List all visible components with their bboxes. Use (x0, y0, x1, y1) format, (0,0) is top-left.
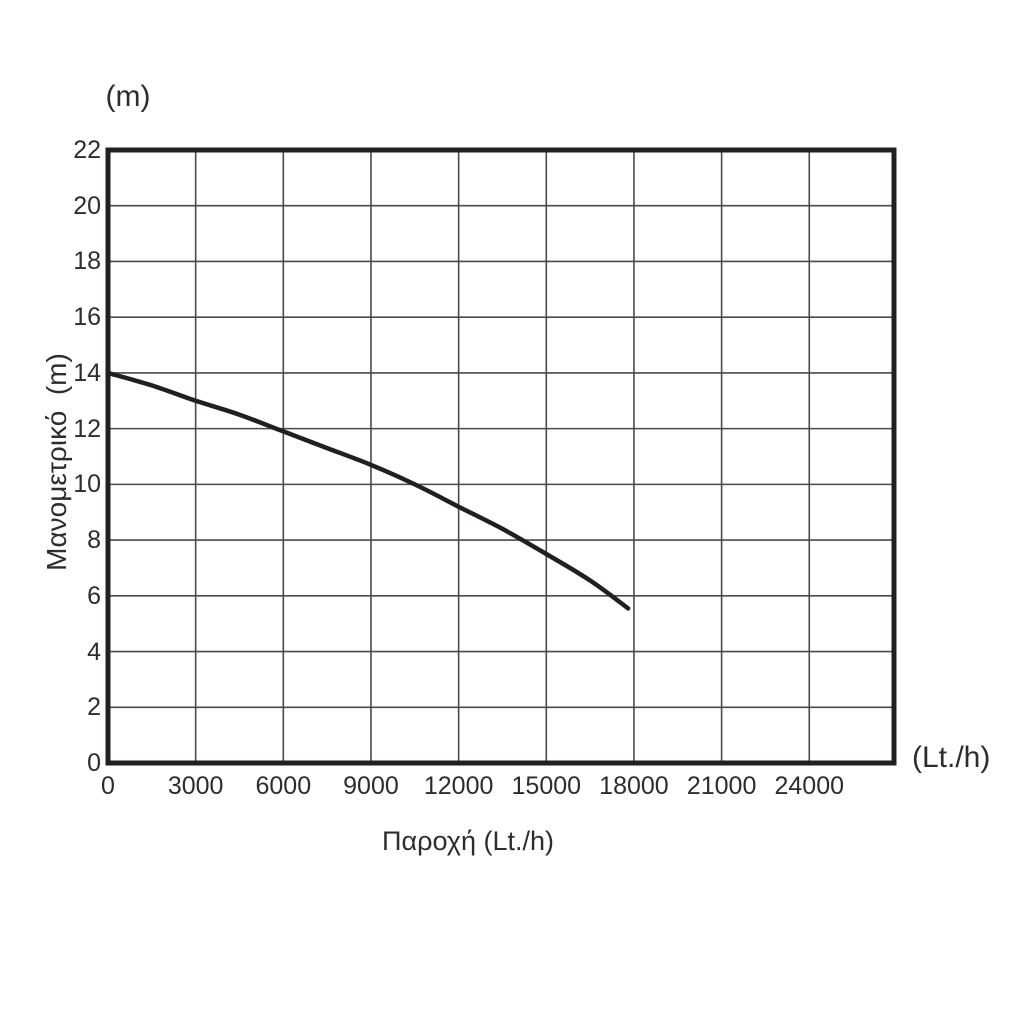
x-tick-label: 6000 (255, 772, 312, 800)
x-axis-title: Παροχή (Lt./h) (382, 826, 554, 856)
y-tick-label: 12 (73, 414, 101, 443)
x-tick-label: 12000 (423, 772, 494, 800)
y-tick-label: 14 (73, 358, 101, 387)
y-tick-label: 16 (73, 303, 101, 332)
plot-frame (105, 147, 897, 766)
y-tick-label: 18 (73, 247, 101, 276)
y-tick-label: 0 (87, 749, 101, 777)
x-tick-label: 0 (101, 772, 115, 800)
x-tick-label: 24000 (774, 772, 845, 800)
y-axis-unit-label: (m) (105, 80, 151, 113)
y-tick-label: 6 (87, 581, 101, 610)
y-tick-label: 4 (87, 637, 101, 666)
y-axis-title: Μανομετρικό (m) (41, 353, 72, 571)
y-tick-label: 10 (73, 470, 101, 499)
x-tick-label: 9000 (343, 772, 399, 800)
y-tick-label: 22 (73, 136, 101, 164)
x-tick-label: 21000 (686, 772, 757, 800)
x-axis-unit-label: (Lt./h) (912, 741, 991, 774)
x-tick-label: 3000 (167, 772, 224, 800)
x-tick-label: 18000 (599, 772, 669, 800)
pump-performance-curve (105, 370, 631, 611)
x-tick-label: 15000 (511, 772, 582, 800)
y-tick-label: 8 (87, 526, 101, 555)
y-tick-label: 2 (87, 693, 101, 722)
y-tick-label: 20 (73, 191, 101, 220)
